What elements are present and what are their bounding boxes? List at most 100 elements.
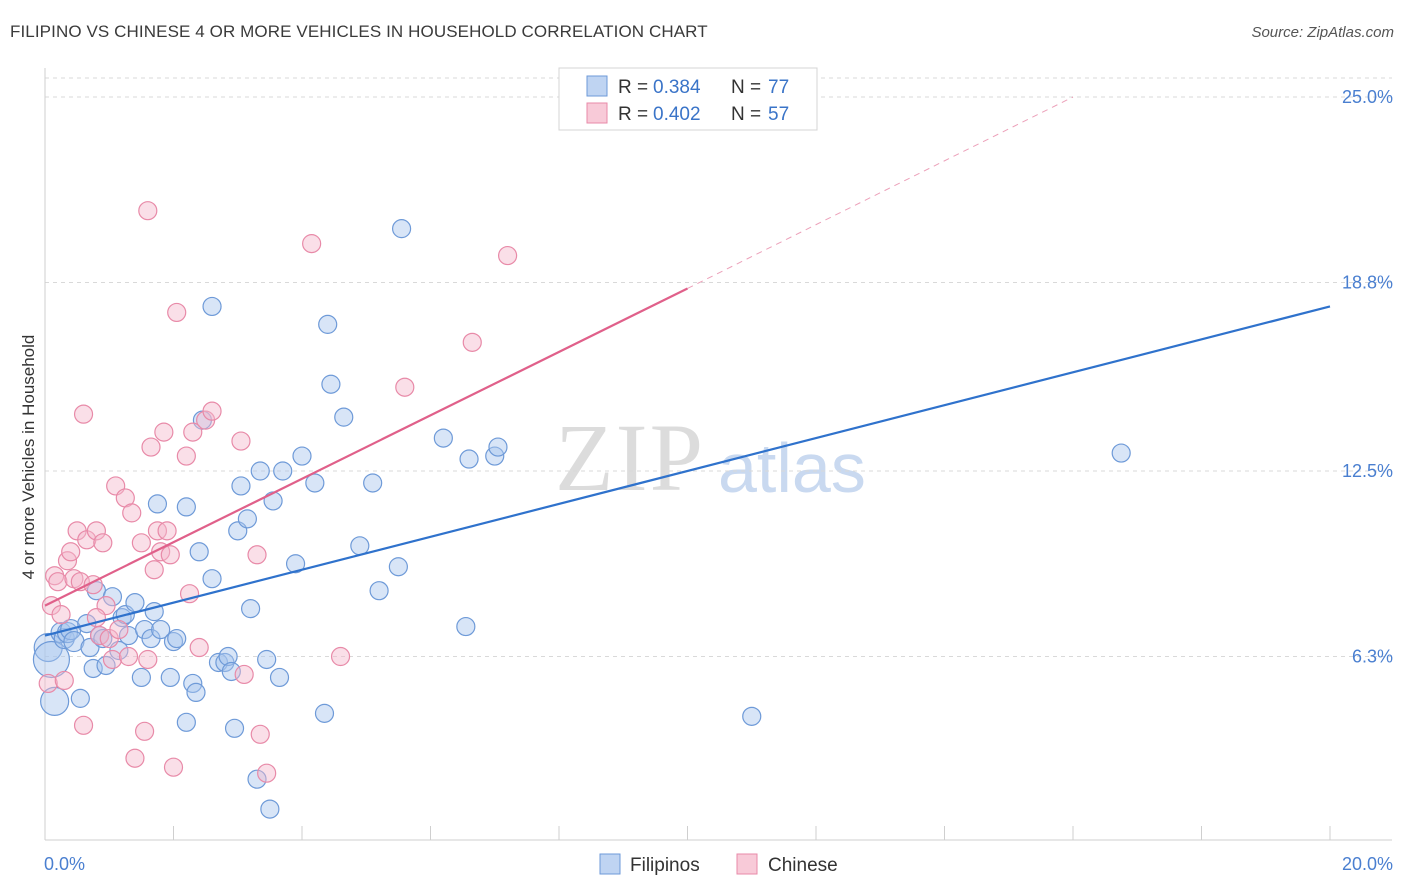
- chinese-point-41: [189, 637, 209, 658]
- chinese-point-25: [125, 748, 145, 768]
- filipino-point-67: [433, 428, 453, 448]
- filipino-point-35: [189, 542, 209, 562]
- legend-r-label-chinese: R =: [618, 104, 648, 125]
- chinese-point-4: [51, 605, 71, 625]
- filipino-point-28: [160, 667, 180, 688]
- filipino-point-61: [334, 407, 354, 427]
- chinese-point-28: [138, 649, 158, 670]
- chinese-point-45: [234, 664, 254, 685]
- chinese-point-47: [257, 763, 277, 783]
- filipino-point-1: [32, 640, 71, 679]
- chinese-point-51: [395, 377, 415, 397]
- filipino-point-63: [363, 473, 383, 493]
- chinese-point-54: [138, 201, 158, 221]
- filipino-point-72: [742, 706, 762, 726]
- y-tick-label-0: 6.3%: [1352, 647, 1393, 667]
- chinese-point-16: [93, 533, 113, 553]
- chinese-point-3: [48, 572, 68, 592]
- series-label-filipinos: Filipinos: [630, 855, 700, 876]
- filipino-point-41: [218, 646, 238, 667]
- filipino-point-66: [391, 219, 412, 239]
- chinese-point-49: [302, 234, 322, 254]
- legend-n-label-chinese: N =: [731, 104, 761, 125]
- y-tick-label-2: 18.8%: [1342, 273, 1393, 293]
- chinese-point-5: [54, 670, 74, 691]
- chinese-point-40: [183, 422, 203, 442]
- trend-lines: [44, 96, 1331, 637]
- chinese-point-34: [157, 521, 177, 541]
- y-tick-label-3: 25.0%: [1342, 87, 1393, 107]
- filipino-point-47: [241, 599, 261, 619]
- filipino-point-38: [202, 296, 222, 317]
- chinese-point-35: [160, 545, 180, 565]
- chinese-point-43: [202, 401, 222, 421]
- filipino-point-32: [176, 497, 196, 517]
- filipino-point-53: [269, 667, 290, 688]
- filipino-point-37: [202, 569, 222, 589]
- filipino-point-31: [176, 712, 196, 732]
- x-tick-label-0: 0.0%: [44, 854, 85, 874]
- filipino-point-60: [321, 374, 341, 394]
- chinese-point-44: [231, 431, 251, 451]
- filipino-point-65: [388, 557, 408, 577]
- legend-n-value-chinese: 57: [768, 104, 789, 125]
- filipino-point-73: [1111, 443, 1131, 463]
- filipino-point-57: [305, 473, 325, 493]
- filipino-point-34: [186, 682, 206, 703]
- y-axis-label: 4 or more Vehicles in Household: [19, 335, 38, 580]
- legend-n-label-filipinos: N =: [731, 77, 761, 98]
- filipino-trend-line: [44, 305, 1331, 637]
- watermark-atlas: atlas: [718, 429, 866, 507]
- filipino-point-29: [163, 631, 184, 652]
- series-swatch-chinese: [736, 853, 758, 875]
- chinese-point-50: [330, 646, 351, 667]
- filipino-point-68: [456, 616, 476, 637]
- filipino-point-54: [273, 461, 293, 481]
- filipino-point-64: [369, 581, 389, 601]
- series-swatch-filipinos: [599, 853, 621, 875]
- chinese-point-38: [176, 446, 196, 466]
- chinese-point-52: [462, 332, 482, 352]
- chinese-point-55: [73, 404, 94, 424]
- chinese-point-33: [154, 422, 174, 442]
- filipino-point-27: [151, 619, 171, 640]
- filipino-point-8: [70, 688, 90, 708]
- correlation-legend: R = 0.384 N = 77 R = 0.402 N = 57: [558, 67, 818, 131]
- chinese-point-48: [247, 545, 267, 565]
- y-tick-label-1: 12.5%: [1342, 461, 1393, 481]
- legend-n-value-filipinos: 77: [768, 77, 789, 98]
- chinese-point-21: [109, 619, 129, 640]
- watermark-zip: ZIP: [555, 404, 705, 511]
- filipino-point-14: [93, 628, 113, 649]
- chinese-point-0: [38, 673, 58, 694]
- chinese-point-14: [86, 521, 107, 541]
- chinese-point-7: [61, 542, 81, 562]
- filipino-point-55: [285, 554, 306, 574]
- chinese-trend-line: [44, 287, 688, 607]
- chinese-point-37: [167, 302, 187, 323]
- chinese-point-26: [131, 533, 151, 553]
- filipino-point-58: [314, 703, 335, 723]
- legend-r-label-filipinos: R =: [618, 77, 648, 98]
- filipino-point-56: [292, 446, 312, 466]
- chinese-point-53: [498, 245, 518, 266]
- chinese-point-24: [122, 503, 142, 523]
- filipino-point-49: [250, 461, 270, 481]
- series-label-chinese: Chinese: [768, 855, 838, 876]
- legend-r-value-filipinos: 0.384: [653, 77, 701, 98]
- chinese-point-27: [134, 721, 155, 741]
- filipino-point-26: [147, 494, 168, 514]
- x-tick-label-1: 20.0%: [1342, 854, 1393, 874]
- chinese-point-2: [45, 566, 65, 586]
- chinese-point-36: [163, 757, 184, 777]
- filipino-point-22: [131, 667, 151, 688]
- filipino-point-21: [125, 593, 145, 613]
- chart-title: FILIPINO VS CHINESE 4 OR MORE VEHICLES I…: [10, 22, 708, 41]
- filipino-point-48: [247, 769, 267, 789]
- filipino-point-69: [459, 449, 479, 469]
- y-tick-labels: 6.3% 12.5% 18.8% 25.0%: [1342, 87, 1393, 667]
- filipino-point-59: [318, 314, 338, 334]
- chinese-point-19: [102, 649, 123, 670]
- filipino-point-43: [224, 718, 245, 738]
